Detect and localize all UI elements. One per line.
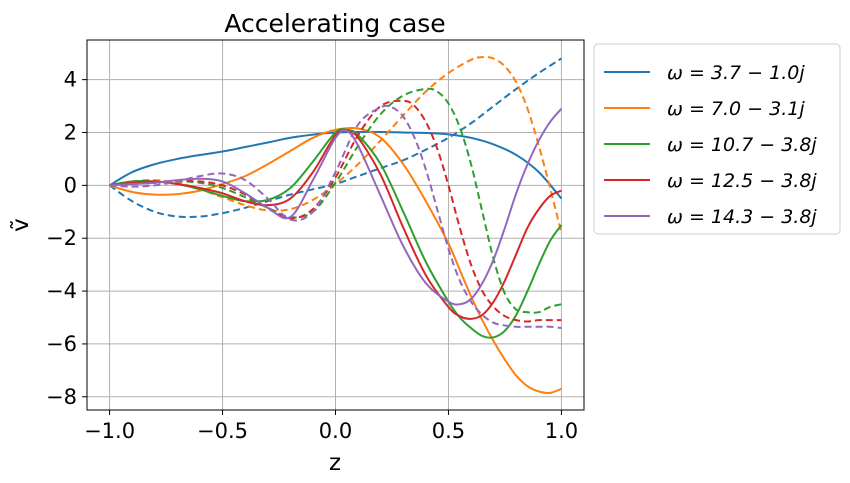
x-tick-label: −1.0 [84,419,135,443]
grid-lines [87,40,584,410]
legend-box [593,43,841,235]
x-tick-label: 0.5 [432,419,465,443]
legend: ω = 3.7 − 1.0j ω = 7.0 − 3.1j ω = 10.7 − 3… [593,43,841,235]
chart-title: Accelerating case [224,9,445,38]
series-lines [109,56,563,394]
series-line-5-solid [109,108,563,306]
y-tick-label: −6 [46,332,77,356]
legend-label: ω = 14.3 − 3.8j [667,206,817,228]
y-axis-label: ṽ [8,218,34,232]
x-tick-label: 1.0 [545,419,578,443]
y-tick-label: −8 [46,385,77,409]
y-tick-label: −4 [46,279,77,303]
series-line-3-solid [109,128,563,339]
y-tick-label: 2 [64,121,77,145]
legend-label: ω = 12.5 − 3.8j [667,170,817,192]
x-axis-label: z [329,450,341,476]
series-line-4-dashed [109,99,562,323]
y-tick-label: 4 [64,68,77,92]
y-tick-label: 0 [64,173,77,197]
legend-label: ω = 7.0 − 3.1j [667,98,805,120]
axis-ticks: −1.0 −0.5 0.0 0.5 1.0 −8 −6 −4 −2 0 2 4 [46,68,578,443]
series-line-4-solid [109,129,562,320]
x-tick-label: 0.0 [319,419,352,443]
series-line-5-dashed [109,104,562,330]
legend-label: ω = 10.7 − 3.8j [667,134,817,156]
legend-label: ω = 3.7 − 1.0j [667,62,805,84]
y-tick-label: −2 [46,226,77,250]
x-tick-label: −0.5 [197,419,248,443]
